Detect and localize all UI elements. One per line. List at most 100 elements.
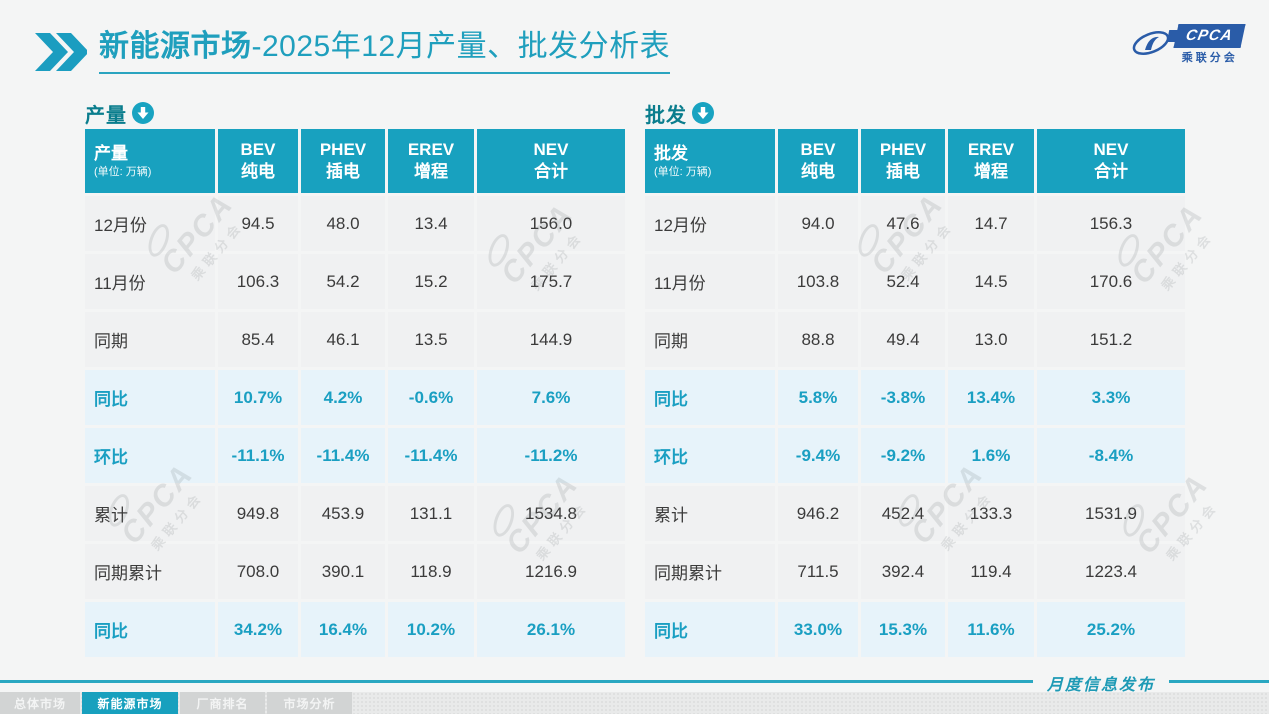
cell-value: -3.8% (861, 370, 945, 425)
column-header-erev: EREV 增程 (388, 129, 474, 193)
production-header-cell: 产量 (单位: 万辆) (85, 129, 215, 193)
cell-value: 1223.4 (1037, 544, 1185, 599)
cell-value: -11.4% (301, 428, 385, 483)
cell-value: -9.2% (861, 428, 945, 483)
monthly-release-label: 月度信息发布 (1032, 671, 1169, 695)
cell-value: 26.1% (477, 602, 625, 657)
cell-value: 175.7 (477, 254, 625, 309)
cell-value: 85.4 (218, 312, 298, 367)
double-chevron-icon (35, 33, 87, 71)
down-arrow-icon (692, 102, 714, 124)
column-header-bev: BEV 纯电 (778, 129, 858, 193)
row-label: 环比 (645, 428, 775, 483)
wholesale-section: 批发 批发 (单位: 万辆) BEV 纯电 PHEV 插电 EREV 增程 NEV 合计… (645, 100, 1185, 657)
row-label: 同期累计 (645, 544, 775, 599)
page-title: 新能源市场-2025年12月产量、批发分析表 (99, 30, 671, 74)
page-title-rest: -2025年12月产量、批发分析表 (251, 30, 671, 63)
row-label: 环比 (85, 428, 215, 483)
cell-value: 46.1 (301, 312, 385, 367)
tab-nev-market[interactable]: 新能源市场 (82, 692, 178, 714)
column-header-nev: NEV 合计 (477, 129, 625, 193)
tab-market-analysis[interactable]: 市场分析 (267, 692, 352, 714)
cell-value: 1.6% (948, 428, 1034, 483)
cell-value: 390.1 (301, 544, 385, 599)
cell-value: 25.2% (1037, 602, 1185, 657)
cell-value: -0.6% (388, 370, 474, 425)
row-label: 11月份 (645, 254, 775, 309)
row-label: 同比 (645, 370, 775, 425)
title-row: 新能源市场-2025年12月产量、批发分析表 (33, 30, 671, 74)
wholesale-section-label: 批发 (645, 104, 687, 127)
cell-value: 13.5 (388, 312, 474, 367)
cell-value: 949.8 (218, 486, 298, 541)
cell-value: -9.4% (778, 428, 858, 483)
cell-value: -11.2% (477, 428, 625, 483)
cell-value: 3.3% (1037, 370, 1185, 425)
row-label: 同期累计 (85, 544, 215, 599)
row-label: 累计 (85, 486, 215, 541)
cell-value: 48.0 (301, 196, 385, 251)
row-label: 同比 (85, 370, 215, 425)
cell-value: 452.4 (861, 486, 945, 541)
cell-value: 94.5 (218, 196, 298, 251)
cell-value: 10.2% (388, 602, 474, 657)
column-header-nev: NEV 合计 (1037, 129, 1185, 193)
row-label: 12月份 (85, 196, 215, 251)
cell-value: 133.3 (948, 486, 1034, 541)
cell-value: 88.8 (778, 312, 858, 367)
cell-value: 10.7% (218, 370, 298, 425)
tab-overall-market[interactable]: 总体市场 (0, 692, 80, 714)
cell-value: 13.4% (948, 370, 1034, 425)
row-label: 同比 (85, 602, 215, 657)
bottom-tab-bar: 总体市场 新能源市场 厂商排名 市场分析 (0, 692, 1269, 714)
column-header-phev: PHEV 插电 (861, 129, 945, 193)
cell-value: 49.4 (861, 312, 945, 367)
wholesale-header-cell: 批发 (单位: 万辆) (645, 129, 775, 193)
wholesale-table: 批发 (单位: 万辆) BEV 纯电 PHEV 插电 EREV 增程 NEV 合计 12… (645, 129, 1185, 657)
tab-manufacturer-ranking[interactable]: 厂商排名 (180, 692, 265, 714)
cell-value: 13.4 (388, 196, 474, 251)
row-label: 12月份 (645, 196, 775, 251)
production-table: 产量 (单位: 万辆) BEV 纯电 PHEV 插电 EREV 增程 NEV 合计 12… (85, 129, 625, 657)
cell-value: 15.2 (388, 254, 474, 309)
cell-value: 119.4 (948, 544, 1034, 599)
cell-value: 54.2 (301, 254, 385, 309)
cell-value: 15.3% (861, 602, 945, 657)
cpca-swoosh-icon (1133, 30, 1170, 55)
cell-value: 16.4% (301, 602, 385, 657)
production-section: 产量 产量 (单位: 万辆) BEV 纯电 PHEV 插电 EREV 增程 NEV 合计… (85, 100, 625, 657)
cell-value: -8.4% (1037, 428, 1185, 483)
row-label: 同期 (645, 312, 775, 367)
cell-value: 392.4 (861, 544, 945, 599)
cell-value: 14.5 (948, 254, 1034, 309)
cell-value: -11.4% (388, 428, 474, 483)
cell-value: 946.2 (778, 486, 858, 541)
cell-value: 103.8 (778, 254, 858, 309)
cell-value: 4.2% (301, 370, 385, 425)
cell-value: 156.3 (1037, 196, 1185, 251)
production-section-label: 产量 (85, 104, 127, 127)
cell-value: 453.9 (301, 486, 385, 541)
cell-value: 1534.8 (477, 486, 625, 541)
column-header-phev: PHEV 插电 (301, 129, 385, 193)
cell-value: 33.0% (778, 602, 858, 657)
cell-value: 47.6 (861, 196, 945, 251)
row-label: 11月份 (85, 254, 215, 309)
cell-value: 170.6 (1037, 254, 1185, 309)
column-header-erev: EREV 增程 (948, 129, 1034, 193)
cell-value: 144.9 (477, 312, 625, 367)
cell-value: 1531.9 (1037, 486, 1185, 541)
cell-value: 118.9 (388, 544, 474, 599)
page-title-bold: 新能源市场 (99, 30, 252, 63)
row-label: 累计 (645, 486, 775, 541)
cell-value: -11.1% (218, 428, 298, 483)
cell-value: 106.3 (218, 254, 298, 309)
cell-value: 5.8% (778, 370, 858, 425)
cell-value: 151.2 (1037, 312, 1185, 367)
cell-value: 131.1 (388, 486, 474, 541)
cpca-wordmark: CPCA (1173, 24, 1246, 48)
cell-value: 14.7 (948, 196, 1034, 251)
cpca-logo: CPCA 乘联分会 (1130, 24, 1246, 65)
cell-value: 7.6% (477, 370, 625, 425)
